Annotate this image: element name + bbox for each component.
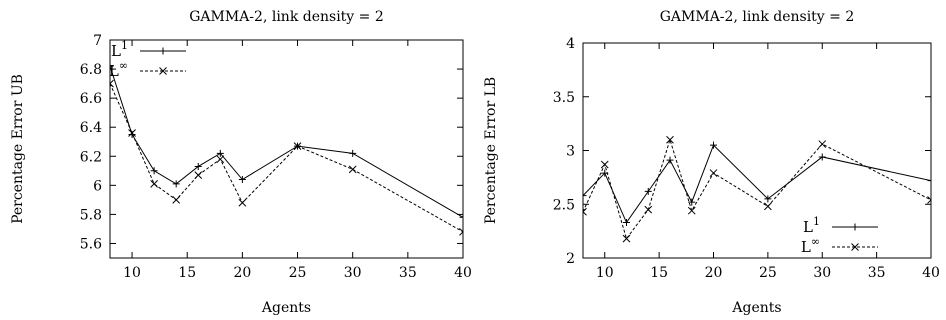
series-linf bbox=[110, 79, 463, 236]
data-point bbox=[459, 213, 463, 221]
x-tick-label: 10 bbox=[123, 265, 141, 281]
series-line bbox=[110, 66, 463, 218]
data-point bbox=[150, 180, 158, 188]
legend-label: L∞ bbox=[801, 235, 820, 256]
data-point bbox=[128, 130, 136, 138]
data-point bbox=[644, 205, 653, 214]
data-point bbox=[600, 160, 609, 169]
data-point bbox=[150, 167, 158, 175]
legend-marker bbox=[851, 243, 859, 251]
chart-title: GAMMA-2, link density = 2 bbox=[189, 9, 384, 25]
chart-1: GAMMA-2, link density = 2 Agents Percentag… bbox=[10, 9, 472, 316]
y-tick-label: 6 bbox=[93, 178, 102, 194]
x-tick-label: 20 bbox=[705, 265, 723, 281]
y-tick-label: 4 bbox=[566, 36, 575, 52]
y-tick-label: 6.8 bbox=[80, 62, 102, 78]
plot-frame bbox=[109, 39, 464, 259]
y-tick-label: 5.8 bbox=[80, 207, 102, 223]
data-point bbox=[238, 176, 246, 184]
plot-frame bbox=[582, 42, 932, 259]
x-tick-label: 30 bbox=[344, 265, 362, 281]
legend-marker bbox=[159, 47, 167, 55]
y-tick-label: 7 bbox=[93, 33, 102, 49]
data-point bbox=[927, 177, 931, 185]
y-tick-label: 6.6 bbox=[80, 91, 102, 107]
x-tick-label: 15 bbox=[650, 265, 668, 281]
data-point bbox=[110, 62, 114, 70]
data-point bbox=[459, 227, 463, 236]
legend-marker bbox=[851, 223, 859, 231]
x-tick-label: 20 bbox=[233, 265, 251, 281]
data-point bbox=[172, 196, 181, 204]
data-point bbox=[764, 195, 772, 203]
data-point bbox=[927, 196, 931, 204]
data-point bbox=[644, 187, 652, 195]
data-point bbox=[293, 142, 302, 150]
legend-label: L1 bbox=[111, 39, 128, 60]
legend-marker bbox=[159, 67, 167, 75]
data-point bbox=[238, 198, 247, 207]
data-point bbox=[622, 234, 631, 243]
data-point bbox=[818, 140, 827, 148]
data-point bbox=[666, 156, 674, 164]
x-tick-label: 35 bbox=[399, 265, 417, 281]
data-point bbox=[666, 135, 674, 144]
data-point bbox=[709, 169, 718, 177]
legend-label: L1 bbox=[803, 215, 820, 236]
series-line bbox=[110, 83, 463, 233]
x-tick-label: 40 bbox=[454, 265, 472, 281]
data-point bbox=[128, 129, 136, 137]
chart-title: GAMMA-2, link density = 2 bbox=[660, 9, 855, 25]
data-point bbox=[110, 79, 114, 88]
x-tick-label: 35 bbox=[868, 265, 886, 281]
x-axis-label: Agents bbox=[731, 300, 781, 316]
series-line bbox=[583, 138, 931, 240]
data-point bbox=[818, 153, 826, 161]
data-point bbox=[687, 206, 696, 215]
data-point bbox=[623, 219, 630, 227]
y-tick-label: 6.4 bbox=[80, 120, 102, 136]
y-axis-label: Percentage Error LB bbox=[483, 77, 499, 224]
series-line bbox=[583, 144, 931, 224]
x-axis-label: Agents bbox=[261, 300, 311, 316]
data-point bbox=[349, 149, 357, 157]
y-tick-label: 2.5 bbox=[553, 197, 575, 213]
data-point bbox=[583, 192, 587, 200]
data-point bbox=[764, 202, 772, 211]
x-tick-label: 15 bbox=[178, 265, 196, 281]
data-point bbox=[583, 207, 587, 216]
data-point bbox=[194, 171, 203, 180]
series-linf bbox=[583, 135, 931, 243]
data-point bbox=[172, 180, 180, 188]
y-tick-label: 2 bbox=[566, 251, 575, 267]
data-point bbox=[216, 155, 225, 164]
data-point bbox=[710, 141, 717, 149]
x-tick-label: 25 bbox=[289, 265, 307, 281]
y-tick-label: 6.2 bbox=[80, 149, 102, 165]
y-tick-label: 3.5 bbox=[553, 90, 575, 106]
x-tick-label: 10 bbox=[596, 265, 614, 281]
series-l1 bbox=[583, 141, 931, 227]
x-tick-label: 40 bbox=[922, 265, 940, 281]
data-point bbox=[216, 149, 224, 157]
data-point bbox=[348, 165, 357, 174]
x-tick-label: 25 bbox=[759, 265, 777, 281]
data-point bbox=[688, 198, 696, 206]
data-point bbox=[194, 162, 202, 170]
series-l1 bbox=[110, 62, 463, 221]
y-axis-label: Percentage Error UB bbox=[10, 74, 26, 224]
y-tick-label: 5.6 bbox=[80, 236, 102, 252]
y-tick-label: 3 bbox=[566, 144, 575, 160]
x-tick-label: 30 bbox=[813, 265, 831, 281]
chart-2: GAMMA-2, link density = 2 Agents Percentag… bbox=[483, 9, 940, 316]
legend-label: L∞ bbox=[109, 59, 128, 80]
